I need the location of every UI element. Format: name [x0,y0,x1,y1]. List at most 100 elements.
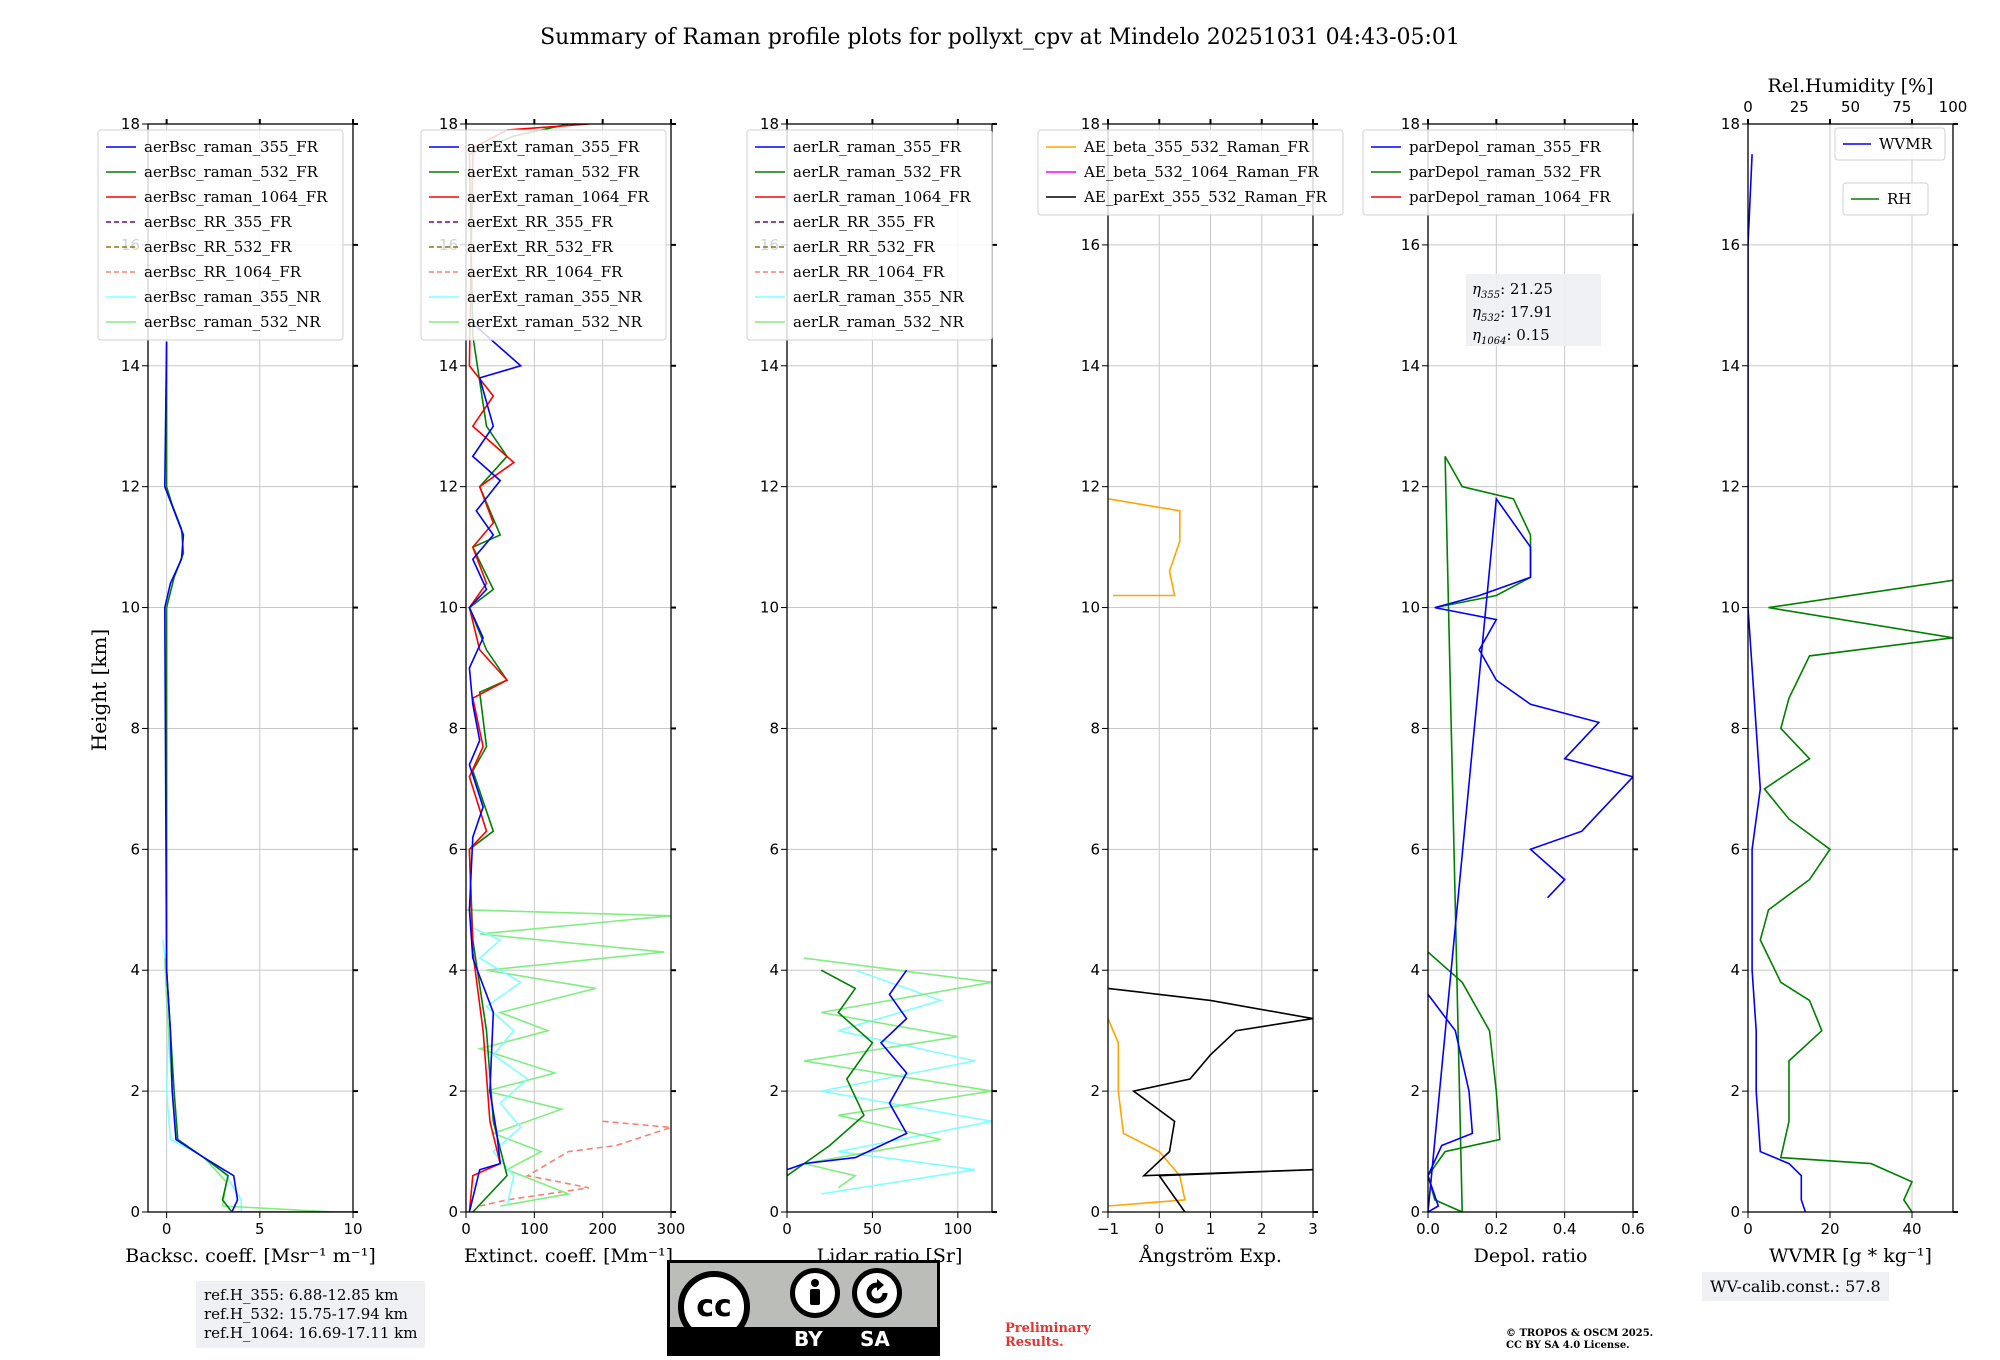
y-tick-label: 2 [1410,1082,1420,1100]
legend-label: aerExt_raman_532_FR [467,163,640,181]
y-tick-label: 8 [769,719,779,737]
reference-height-box: ref.H_355: 6.88-12.85 km ref.H_532: 15.7… [196,1281,426,1348]
legend-label: parDepol_raman_1064_FR [1409,188,1611,206]
series-group [1108,498,1313,1212]
y-tick-label: 12 [439,478,458,496]
legend-box [1362,129,1634,216]
axes-frame [786,123,993,1213]
share-alike-icon [852,1268,902,1318]
legend-label: aerExt_raman_532_NR [467,313,643,331]
y-tick-label: 10 [121,599,140,617]
y-tick-label: 4 [448,961,458,979]
eta-annotation: η532: 17.91 [1472,303,1553,324]
legend-label: WVMR [1879,135,1933,153]
series-group [787,957,992,1195]
legend-label: parDepol_raman_355_FR [1409,138,1602,156]
x-tick-label: 1 [1206,1220,1216,1238]
y-tick-label: 8 [1090,719,1100,737]
x-tick-label: 0.2 [1484,1220,1508,1238]
legend-label: aerBsc_raman_355_FR [144,138,319,156]
y-tick-label: 2 [448,1082,458,1100]
legend-label: aerExt_RR_1064_FR [467,263,623,281]
ref-h-355: ref.H_355: 6.88-12.85 km [204,1286,399,1304]
y-tick-label: 16 [1401,236,1420,254]
x-tick-label: 0 [461,1220,471,1238]
top-tick-label: 0 [1743,98,1753,116]
x-tick-label: 0.6 [1621,1220,1645,1238]
series-line-rh [1759,579,1953,1212]
x-axis-label: Depol. ratio [1474,1245,1588,1267]
legend-box [746,129,993,341]
legend-label: aerLR_raman_355_FR [793,138,962,156]
axes-frame [465,123,672,1213]
y-tick-label: 12 [1081,478,1100,496]
x-tick-label: 100 [944,1220,973,1238]
ref-h-1064: ref.H_1064: 16.69-17.11 km [204,1324,418,1342]
top-tick-label: 75 [1892,98,1911,116]
y-tick-label: 0 [1730,1203,1740,1221]
y-tick-label: 8 [1730,719,1740,737]
x-tick-label: 5 [255,1220,265,1238]
copyright-line-2: CC BY SA 4.0 License. [1506,1340,1630,1351]
y-tick-label: 10 [1081,599,1100,617]
axes-frame [1747,123,1954,1213]
x-axis-label: Ångström Exp. [1138,1245,1282,1267]
y-tick-label: 8 [1410,719,1420,737]
series-line-pardepol-raman-532-fr [1428,456,1532,1212]
y-tick-label: 12 [121,478,140,496]
cc-label-bar [670,1327,937,1353]
x-tick-label: 3 [1308,1220,1318,1238]
top-tick-label: 50 [1841,98,1860,116]
legend-label: aerLR_raman_532_NR [793,313,964,331]
preliminary-line-2: Results. [1005,1335,1064,1350]
series-line-ae-beta-355-532-raman-fr [1108,1018,1186,1207]
y-tick-label: 18 [1721,115,1740,133]
y-tick-label: 0 [1410,1203,1420,1221]
y-tick-label: 12 [1401,478,1420,496]
y-tick-label: 4 [1730,961,1740,979]
y-tick-label: 14 [1401,357,1420,375]
y-tick-label: 8 [130,719,140,737]
y-tick-label: 14 [439,357,458,375]
legend-label: aerBsc_raman_1064_FR [144,188,328,206]
panel-depol: 0 2 4 6 8 10 12 14 16 18 0.0 0.2 0.4 0.6 Depol. ratio p… [1362,115,1645,1267]
series-line-wvmr [1748,154,1807,1212]
y-tick-label: 4 [1090,961,1100,979]
x-tick-label: 40 [1902,1220,1921,1238]
wv-calib-box: WV-calib.const.: 57.8 [1702,1272,1889,1301]
legend-label: parDepol_raman_532_FR [1409,163,1602,181]
series-line-aerext-raman-1064-fr [468,124,590,1212]
figure-title: Summary of Raman profile plots for polly… [540,25,1460,50]
series-line-aerbsc-raman-355-nr [162,939,242,1212]
axes-frame [147,123,354,1213]
y-tick-label: 14 [121,357,140,375]
eta-box [1466,274,1601,346]
y-tick-label: 10 [760,599,779,617]
y-tick-label: 0 [1090,1203,1100,1221]
panel-lr: 024681012141618050100Lidar ratio [Sr]aer… [746,115,997,1267]
by-person-icon [790,1268,840,1318]
legend-label: aerLR_raman_355_NR [793,288,964,306]
legend-label: RH [1887,190,1911,208]
ref-h-532: ref.H_532: 15.75-17.94 km [204,1305,408,1323]
legend-label: aerLR_RR_355_FR [793,213,935,231]
y-tick-label: 4 [1410,961,1420,979]
legend-box [1834,127,1946,161]
legend-label: AE_beta_532_1064_Raman_FR [1083,163,1319,181]
y-tick-label: 18 [1401,115,1420,133]
x-tick-label: 0 [1154,1220,1164,1238]
y-tick-label: 18 [121,115,140,133]
x-tick-label: 0 [782,1220,792,1238]
y-tick-label: 4 [130,961,140,979]
x-tick-label: −1 [1097,1220,1119,1238]
y-tick-label: 0 [130,1203,140,1221]
x-tick-label: 100 [520,1220,549,1238]
y-tick-label: 6 [1730,840,1740,858]
series-line-aerext-raman-355-nr [472,927,529,1207]
series-line-ae-orange-upper [1108,498,1181,597]
x-axis-label: WVMR [g * kg⁻¹] [1769,1245,1932,1267]
legend-label: AE_parExt_355_532_Raman_FR [1083,188,1328,206]
top-tick-label: 25 [1790,98,1809,116]
y-tick-label: 6 [448,840,458,858]
